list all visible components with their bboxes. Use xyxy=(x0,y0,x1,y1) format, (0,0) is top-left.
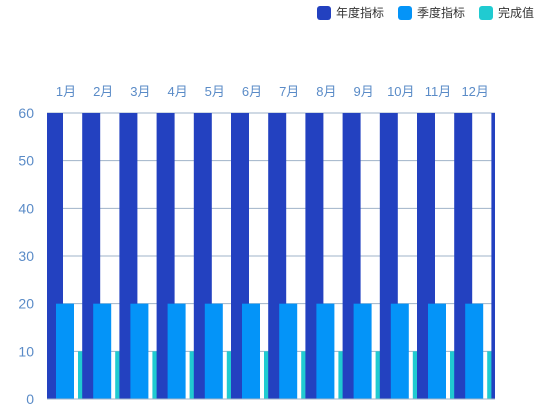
bar-quarterly xyxy=(56,303,74,399)
legend-swatch-quarterly xyxy=(397,5,412,20)
bar-quarterly xyxy=(130,303,149,399)
bar-quarterly xyxy=(465,303,484,399)
x-tick-label: 3月 xyxy=(130,84,150,99)
x-tick-label: 7月 xyxy=(279,84,299,99)
bar-quarterly xyxy=(279,303,298,399)
x-tick-label: 1月 xyxy=(56,84,76,99)
legend: 年度指标 季度指标 完成值 xyxy=(316,4,534,21)
y-tick-label: 20 xyxy=(18,296,34,312)
legend-label-completed: 完成值 xyxy=(497,6,534,20)
x-tick-label: 9月 xyxy=(353,84,373,99)
legend-label-annual: 年度指标 xyxy=(335,6,384,20)
legend-swatch-annual xyxy=(316,5,331,20)
y-tick-label: 0 xyxy=(26,391,34,407)
bar-quarterly xyxy=(204,303,223,399)
bar-quarterly xyxy=(428,303,446,399)
y-tick-label: 30 xyxy=(18,248,34,264)
legend-item-quarterly[interactable]: 季度指标 xyxy=(397,4,465,21)
legend-item-completed[interactable]: 完成值 xyxy=(478,4,534,21)
bar-quarterly xyxy=(242,303,260,399)
bar-annual xyxy=(491,113,495,399)
bar-quarterly xyxy=(93,303,112,399)
y-tick-label: 10 xyxy=(18,343,34,359)
x-tick-label: 6月 xyxy=(242,84,262,99)
x-tick-label: 2月 xyxy=(93,84,113,99)
y-tick-label: 50 xyxy=(18,153,34,169)
y-tick-label: 40 xyxy=(18,200,34,216)
x-tick-label: 4月 xyxy=(167,84,187,99)
x-tick-label: 11月 xyxy=(425,84,452,99)
y-tick-label: 60 xyxy=(18,105,34,121)
x-tick-label: 5月 xyxy=(205,84,225,99)
bar-quarterly xyxy=(316,303,335,399)
bar-completed xyxy=(487,351,495,399)
legend-swatch-completed xyxy=(478,5,493,20)
bar-quarterly xyxy=(390,303,409,399)
legend-label-quarterly: 季度指标 xyxy=(416,6,465,20)
x-tick-label: 12月 xyxy=(461,84,488,99)
x-tick-label: 10月 xyxy=(387,84,414,99)
legend-item-annual[interactable]: 年度指标 xyxy=(316,4,384,21)
x-tick-label: 8月 xyxy=(316,84,336,99)
bar-quarterly xyxy=(353,303,372,399)
bar-quarterly xyxy=(167,303,186,399)
